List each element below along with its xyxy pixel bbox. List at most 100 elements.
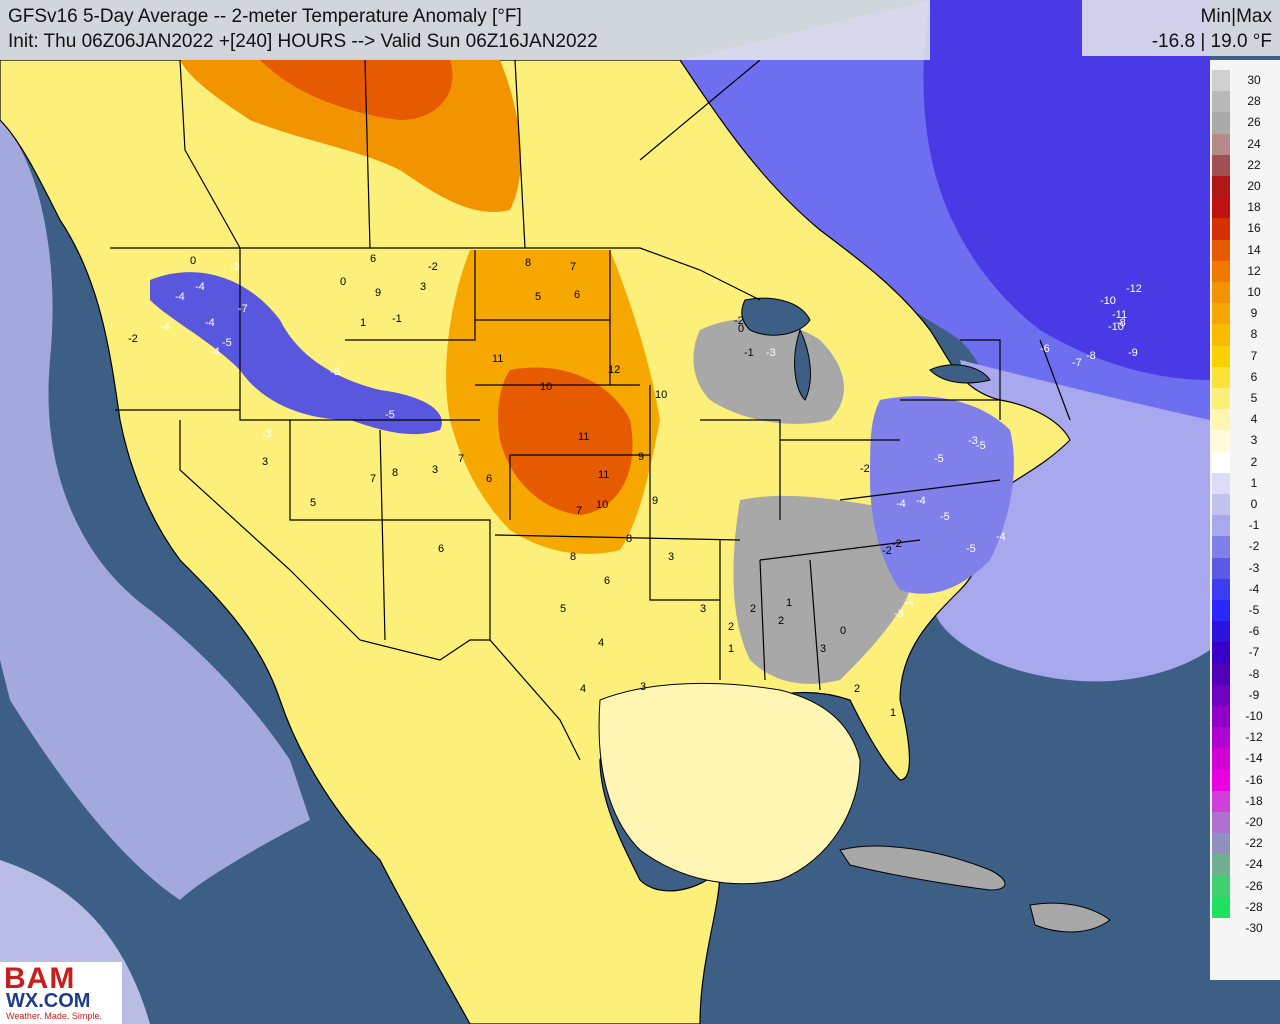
anomaly-value-label: 1 [728,643,734,655]
political-borders [110,59,1071,761]
anomaly-value-label: -2 [428,261,438,273]
anomaly-value-label: 5 [535,291,541,303]
anomaly-value-label: 7 [370,473,376,485]
bamwx-logo: BAM WX.COM Weather. Made. Simple. [0,962,122,1024]
legend-tick-label: -28 [1245,899,1263,914]
legend-tick-label: 2 [1250,454,1258,469]
anomaly-value-label: -4 [160,321,170,333]
anomaly-value-label: -3 [894,608,904,620]
legend-swatch [1212,769,1230,791]
anomaly-value-label: -4 [916,495,926,507]
anomaly-value-label: 10 [540,381,552,393]
anomaly-value-label: -4 [195,281,205,293]
anomaly-value-label: 3 [420,281,426,293]
anomaly-value-label: -4 [210,346,220,358]
legend-swatch [1212,430,1230,452]
color-legend: 30 28 26 24 22 20 18 16 14 12 10 9 8 7 6 5 4 3 2 1 0 -1 -2 -3 -4… [1210,60,1280,980]
legend-swatch [1212,536,1230,558]
anomaly-value-label: 6 [604,575,610,587]
legend-tick-label: -7 [1248,645,1260,660]
legend-tick-label: 20 [1247,179,1261,193]
legend-swatch [1212,282,1230,304]
anomaly-value-label: 3 [262,456,268,468]
anomaly-value-label: 6 [486,473,492,485]
legend-swatch [1212,70,1230,92]
anomaly-value-label: -4 [205,317,215,329]
anomaly-value-label: -6 [1040,343,1050,355]
pacific-cool-shading [0,120,310,900]
legend-tick-label: -14 [1245,751,1263,766]
anomaly-value-label: 3 [668,551,674,563]
anomaly-value-label: 4 [580,683,586,695]
logo-main-text: BAM [4,962,76,995]
legend-tick-label: -24 [1245,857,1263,872]
anomaly-value-label: 3 [820,643,826,655]
anomaly-value-label: -4 [896,498,906,510]
anomaly-value-label: 3 [700,603,706,615]
legend-swatch [1212,409,1230,431]
anomaly-value-label: -2 [882,545,892,557]
legend-swatch [1212,472,1230,494]
legend-swatch [1212,494,1230,516]
legend-tick-label: -6 [1248,624,1260,639]
anomaly-value-label: -2 [128,333,138,345]
anomaly-value-label: 1 [360,317,366,329]
legend-swatch [1212,790,1230,812]
anomaly-value-label: -4 [996,531,1006,543]
legend-swatch [1212,239,1230,261]
legend-tick-label: 30 [1247,73,1261,87]
legend-swatch [1212,133,1230,155]
anomaly-value-label: -1 [744,347,754,359]
anomaly-value-label: 1 [786,597,792,609]
anomaly-value-label: 2 [750,603,756,615]
anomaly-value-label: -5 [222,337,232,349]
legend-swatch [1212,833,1230,855]
legend-tick-label: 0 [1250,497,1258,511]
anomaly-value-label: -5 [940,511,950,523]
anomaly-value-label: 7 [570,261,576,273]
anomaly-value-label: -5 [966,543,976,555]
legend-tick-label: -26 [1245,878,1263,893]
anomaly-value-label: 8 [392,467,398,479]
anomaly-value-label: -4 [175,291,185,303]
legend-swatch [1212,345,1230,367]
anomaly-value-label: 11 [598,469,609,481]
legend-tick-label: -2 [1248,539,1260,554]
anomaly-value-label: -3 [968,435,978,447]
legend-tick-label: 7 [1250,348,1258,363]
rockies-cold [150,272,442,435]
legend-tick-label: -3 [1248,560,1260,575]
legend-swatch [1212,218,1230,240]
anomaly-value-label: 0 [840,625,846,637]
anomaly-value-label: 2 [854,683,860,695]
anomaly-value-label: 6 [574,289,580,301]
anomaly-value-label: -2 [734,315,744,327]
anomaly-value-label: 9 [375,287,381,299]
legend-swatch [1212,366,1230,388]
anomaly-value-label: 1 [890,707,896,719]
legend-swatch [1212,621,1230,643]
anomaly-value-label: -10 [1108,321,1124,333]
plains-hot-spot [498,367,633,515]
east-coast-cool [870,396,1014,594]
legend-tick-label: -16 [1245,772,1263,787]
anomaly-value-label: 10 [596,499,608,511]
logo-tagline: Weather. Made. Simple. [6,1011,102,1021]
anomaly-value-label: 6 [438,543,444,555]
legend-tick-label: 16 [1247,221,1261,236]
anomaly-value-label: -5 [934,453,944,465]
anomaly-value-label: -7 [1072,357,1082,369]
legend-tick-label: 4 [1250,412,1258,427]
legend-tick-label: -20 [1245,815,1263,829]
logo-domain-text: WX.COM [6,990,91,1012]
anomaly-value-label: 11 [492,353,503,365]
legend-swatch [1212,642,1230,664]
anomaly-value-label: 3 [640,681,646,693]
anomaly-value-label: -11 [1112,309,1127,321]
anomaly-value-label: 8 [525,257,531,269]
anomaly-value-label: 6 [370,253,376,265]
init-valid-line: Init: Thu 06Z06JAN2022 +[240] HOURS --> … [8,31,598,52]
legend-tick-label: -18 [1245,793,1263,808]
